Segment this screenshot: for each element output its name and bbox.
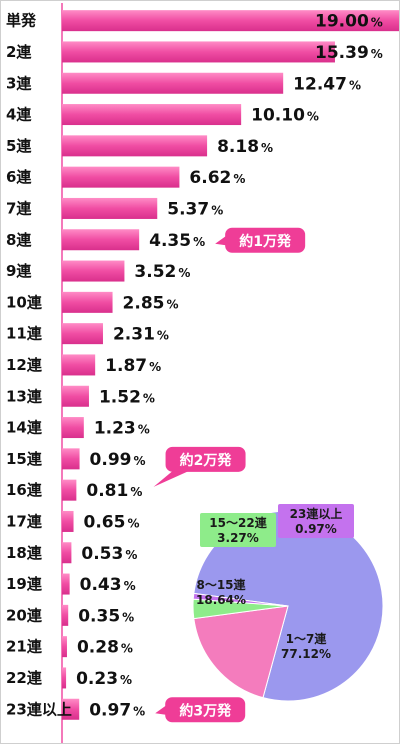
bar [62, 417, 84, 439]
value-label: 15.39% [315, 43, 383, 63]
value-label: 19.00% [315, 12, 383, 32]
bar [62, 698, 80, 720]
value-label: 2.85% [123, 293, 179, 313]
value-label: 0.53% [81, 544, 137, 564]
category-label: 8連 [6, 231, 32, 249]
pie-value-label: 0.97% [295, 522, 337, 536]
bar [62, 604, 69, 626]
value-label: 0.23% [76, 669, 132, 689]
category-label: 14連 [6, 419, 43, 437]
category-label: 18連 [6, 544, 43, 562]
value-label: 1.23% [94, 419, 150, 439]
bar [62, 448, 80, 470]
category-label: 単発 [6, 12, 37, 30]
pie-category-label: 8〜15連 [196, 577, 246, 592]
category-label: 3連 [6, 74, 32, 92]
value-label: 6.62% [189, 168, 245, 188]
category-label: 20連 [6, 606, 43, 624]
bar [62, 323, 103, 345]
category-label: 2連 [6, 43, 32, 61]
bar [62, 636, 67, 658]
category-label: 16連 [6, 481, 43, 499]
pie-slice [193, 605, 289, 699]
pie-value-label: 77.12% [281, 647, 331, 661]
category-label: 10連 [6, 293, 43, 311]
bar [62, 479, 77, 501]
value-label: 3.52% [134, 262, 190, 282]
category-label: 7連 [6, 199, 32, 217]
value-label: 0.65% [84, 512, 140, 532]
bar [62, 291, 113, 313]
category-label: 4連 [6, 106, 32, 124]
value-label: 0.81% [86, 481, 142, 501]
pie-value-label: 18.64% [196, 593, 246, 607]
category-label: 21連 [6, 638, 43, 656]
bar [62, 354, 96, 376]
bar [62, 385, 89, 407]
bar [62, 166, 180, 188]
category-label: 17連 [6, 512, 43, 530]
callout: 約2万発 [153, 446, 246, 487]
labels-layer: 単発 19.00 % 2連 15.39 % 3連 12.47 % 4連 10.10 % 5連 8.18 % 6… [6, 12, 383, 721]
bar [62, 229, 140, 251]
callout-label: 約2万発 [180, 452, 233, 469]
pie-category-label: 1〜7連 [286, 631, 328, 646]
bar [62, 72, 284, 94]
callout-label: 約3万発 [179, 702, 232, 719]
value-label: 0.97% [89, 700, 145, 720]
bar [62, 510, 74, 532]
bars-layer [61, 3, 399, 743]
bar [62, 667, 67, 689]
bar [62, 197, 158, 219]
value-label: 1.52% [99, 387, 155, 407]
category-label: 5連 [6, 137, 32, 155]
value-label: 0.35% [78, 606, 134, 626]
bar [62, 41, 335, 63]
callout: 約1万発 [215, 227, 306, 253]
value-label: 1.87% [105, 356, 161, 376]
category-label: 6連 [6, 168, 32, 186]
category-label: 19連 [6, 575, 43, 593]
category-label: 22連 [6, 669, 43, 687]
value-label: 5.37% [167, 199, 223, 219]
pie-category-label: 23連以上 [290, 506, 343, 521]
callout-label: 約1万発 [239, 233, 292, 250]
value-label: 0.99% [90, 450, 146, 470]
pie-chart: 1〜7連77.12%8〜15連18.64%15〜22連3.27%23連以上0.9… [192, 504, 384, 702]
category-label: 12連 [6, 356, 43, 374]
value-label: 12.47% [293, 74, 361, 94]
category-label: 15連 [6, 450, 43, 468]
pie-value-label: 3.27% [217, 531, 259, 545]
bar [62, 260, 125, 282]
bar [62, 135, 208, 157]
category-label: 23連以上 [6, 700, 72, 718]
bar [62, 542, 72, 564]
pie-slice [192, 592, 289, 607]
category-label: 11連 [6, 325, 43, 343]
value-label: 0.43% [80, 575, 136, 595]
bar [62, 104, 242, 126]
bar [62, 573, 70, 595]
category-label: 13連 [6, 387, 43, 405]
callout: 約3万発 [155, 697, 246, 723]
value-label: 0.28% [77, 638, 133, 658]
value-label: 10.10% [251, 106, 319, 126]
bar [62, 10, 399, 32]
pie-category-label: 15〜22連 [209, 515, 267, 530]
value-label: 4.35% [149, 231, 205, 251]
value-label: 8.18% [217, 137, 273, 157]
value-label: 2.31% [113, 325, 169, 345]
category-label: 9連 [6, 262, 32, 280]
